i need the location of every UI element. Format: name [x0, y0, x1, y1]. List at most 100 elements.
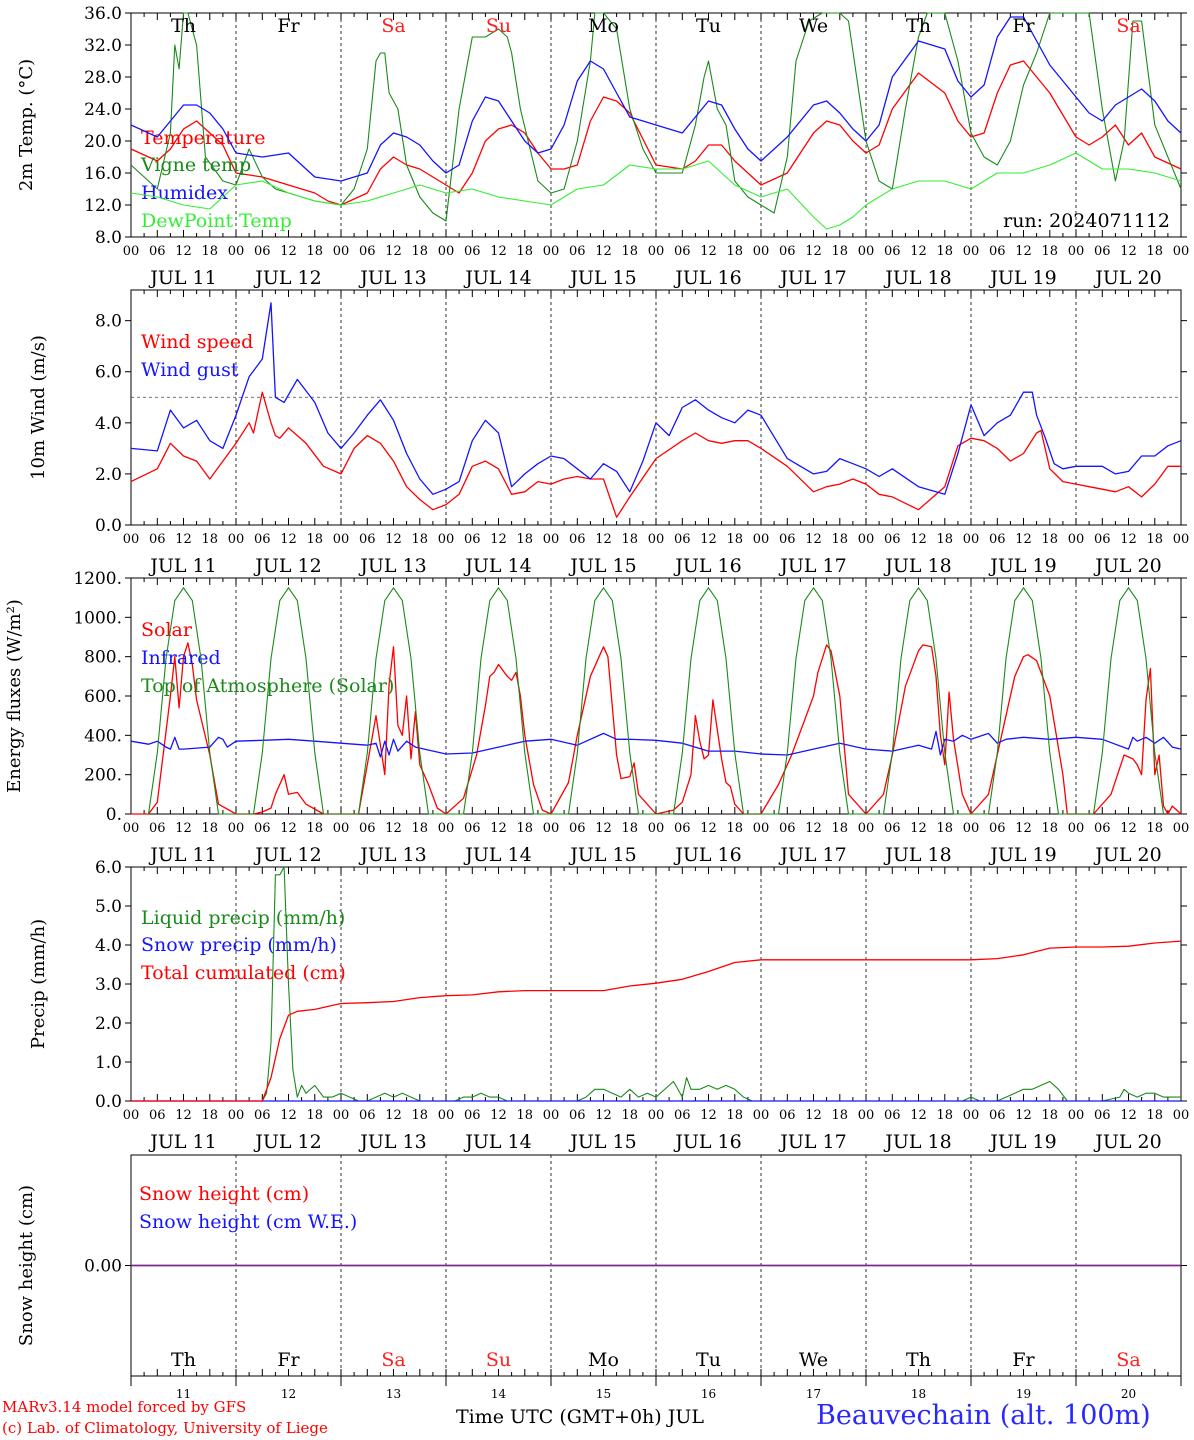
legend-series-snow-height-cm: Snow height (cm) [139, 1183, 309, 1205]
x-hour-label: 00 [963, 1108, 980, 1123]
weekday-label: Su [486, 1349, 511, 1371]
hour-ticks [130, 290, 1182, 525]
y-axis-label: 10m Wind (m/s) [28, 335, 49, 480]
x-hour-label: 18 [201, 821, 218, 836]
x-hour-label: 12 [1120, 1108, 1137, 1123]
x-hour-label: 00 [753, 244, 770, 259]
series-wind-speed-line [130, 391, 1181, 518]
x-date-label: JUL 11 [148, 555, 216, 577]
x-hour-label: 12 [175, 1108, 192, 1123]
x-hour-label: 00 [1173, 532, 1190, 547]
y-tick-label: 2.0 [95, 1014, 122, 1034]
y-tick-label: 6.0 [95, 858, 122, 878]
x-hour-label: 06 [989, 244, 1006, 259]
x-hour-label: 12 [1015, 821, 1032, 836]
x-hour-label: 00 [123, 1108, 140, 1123]
x-date-label: JUL 15 [568, 1131, 636, 1153]
x-hour-label: 00 [333, 532, 350, 547]
y-tick-label: 1000. [73, 608, 122, 628]
series-dewpoint-temp-line [130, 152, 1182, 230]
weekday-label: Sa [381, 15, 405, 37]
y-tick-label: 4.0 [95, 414, 122, 434]
x-hour-label: 18 [621, 821, 638, 836]
x-hour-label: 00 [543, 244, 560, 259]
x-hour-label: 12 [700, 821, 717, 836]
weekday-label: Su [486, 15, 511, 37]
weekday-label: Fr [277, 15, 300, 37]
x-date-label: JUL 20 [1093, 555, 1161, 577]
x-hour-label: 12 [910, 1108, 927, 1123]
x-hour-label: 18 [621, 532, 638, 547]
x-hour-label: 12 [910, 821, 927, 836]
x-hour-label: 06 [359, 1108, 376, 1123]
x-hour-label: 12 [700, 532, 717, 547]
weekday-label: Sa [1116, 1349, 1140, 1371]
x-hour-label: 06 [149, 244, 166, 259]
x-date-label: JUL 13 [358, 267, 426, 289]
legend-series-liquid-precip-mm-h: Liquid precip (mm/h) [141, 907, 345, 929]
y-tick-label: 16.0 [84, 164, 122, 184]
x-date-label: JUL 12 [253, 267, 321, 289]
x-date-label: JUL 15 [568, 267, 636, 289]
x-hour-label: 00 [438, 532, 455, 547]
x-hour-label: 00 [648, 821, 665, 836]
x-hour-label: 12 [1015, 1108, 1032, 1123]
lab-credit: (c) Lab. of Climatology, University of L… [2, 1419, 328, 1437]
x-hour-label: 06 [1094, 1108, 1111, 1123]
x-hour-label: 12 [1015, 532, 1032, 547]
x-date-label: JUL 14 [463, 555, 531, 577]
x-hour-label: 18 [1146, 244, 1163, 259]
x-hour-label: 00 [1068, 244, 1085, 259]
x-hour-label: 18 [936, 821, 953, 836]
x-hour-label: 18 [831, 821, 848, 836]
x-hour-label: 18 [516, 821, 533, 836]
x-hour-label: 00 [228, 244, 245, 259]
x-hour-label: 12 [595, 821, 612, 836]
x-hour-label: 18 [831, 532, 848, 547]
x-hour-label: 06 [779, 1108, 796, 1123]
x-hour-label: 06 [149, 532, 166, 547]
x-hour-label: 12 [805, 532, 822, 547]
x-hour-label: 12 [490, 821, 507, 836]
x-hour-label: 12 [1120, 532, 1137, 547]
y-tick-label: 200. [84, 766, 122, 786]
x-hour-label: 06 [779, 532, 796, 547]
day-number-label: 11 [176, 1387, 191, 1401]
x-hour-label: 18 [1041, 244, 1058, 259]
x-hour-label: 18 [726, 821, 743, 836]
x-hour-label: 12 [1120, 244, 1137, 259]
x-hour-label: 00 [123, 821, 140, 836]
weekday-label: Th [906, 1349, 931, 1371]
x-hour-label: 06 [254, 532, 271, 547]
x-hour-label: 06 [464, 1108, 481, 1123]
x-hour-label: 18 [726, 532, 743, 547]
x-date-label: JUL 13 [358, 555, 426, 577]
x-date-label: JUL 18 [883, 267, 951, 289]
y-tick-label: 1.0 [95, 1053, 122, 1073]
x-date-label: JUL 19 [988, 1131, 1056, 1153]
x-hour-label: 00 [123, 244, 140, 259]
x-hour-label: 18 [726, 1108, 743, 1123]
day-number-label: 18 [911, 1387, 926, 1401]
x-hour-label: 06 [254, 244, 271, 259]
x-hour-label: 00 [753, 821, 770, 836]
x-hour-label: 12 [280, 821, 297, 836]
y-tick-label: 800. [84, 648, 122, 668]
hour-ticks [130, 13, 1182, 237]
day-number-label: 12 [281, 1387, 296, 1401]
day-number-label: 13 [386, 1387, 401, 1401]
x-hour-label: 00 [963, 244, 980, 259]
x-hour-label: 18 [411, 821, 428, 836]
y-axis-label: 2m Temp. (°C) [16, 59, 37, 191]
x-date-label: JUL 15 [568, 555, 636, 577]
x-hour-label: 00 [333, 244, 350, 259]
y-tick-label: 12.0 [84, 196, 122, 216]
y-tick-label: 6.0 [95, 363, 122, 383]
x-hour-label: 12 [700, 1108, 717, 1123]
x-date-label: JUL 14 [463, 267, 531, 289]
x-hour-label: 12 [490, 1108, 507, 1123]
y-tick-label: 1200. [73, 569, 122, 589]
x-hour-label: 18 [831, 1108, 848, 1123]
weekday-label: Tu [696, 15, 721, 37]
x-hour-label: 18 [516, 1108, 533, 1123]
